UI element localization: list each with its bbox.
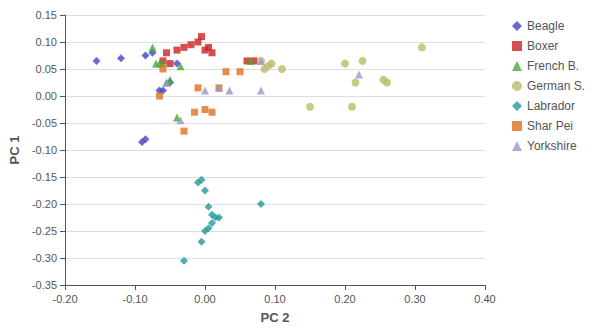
svg-text:-0.20: -0.20	[52, 293, 77, 305]
svg-text:-0.05: -0.05	[32, 117, 57, 129]
svg-text:0.05: 0.05	[36, 63, 57, 75]
svg-text:Shar Pei: Shar Pei	[527, 119, 573, 133]
svg-text:PC 2: PC 2	[261, 310, 290, 325]
svg-text:0.10: 0.10	[264, 293, 285, 305]
svg-text:Yorkshire: Yorkshire	[527, 139, 577, 153]
svg-text:0.00: 0.00	[194, 293, 215, 305]
svg-text:-0.25: -0.25	[32, 225, 57, 237]
svg-text:Labrador: Labrador	[527, 99, 575, 113]
svg-text:0.40: 0.40	[474, 293, 495, 305]
svg-text:PC 1: PC 1	[7, 136, 22, 165]
svg-text:-0.20: -0.20	[32, 198, 57, 210]
svg-text:-0.15: -0.15	[32, 171, 57, 183]
svg-text:French B.: French B.	[527, 59, 579, 73]
svg-text:0.20: 0.20	[334, 293, 355, 305]
svg-text:0.15: 0.15	[36, 9, 57, 21]
svg-text:-0.10: -0.10	[122, 293, 147, 305]
svg-text:German S.: German S.	[527, 79, 585, 93]
svg-text:0.00: 0.00	[36, 90, 57, 102]
svg-text:Beagle: Beagle	[527, 19, 565, 33]
svg-text:-0.30: -0.30	[32, 252, 57, 264]
svg-text:0.10: 0.10	[36, 36, 57, 48]
svg-text:-0.10: -0.10	[32, 144, 57, 156]
svg-text:Boxer: Boxer	[527, 39, 558, 53]
svg-text:-0.35: -0.35	[32, 279, 57, 291]
svg-text:0.30: 0.30	[404, 293, 425, 305]
